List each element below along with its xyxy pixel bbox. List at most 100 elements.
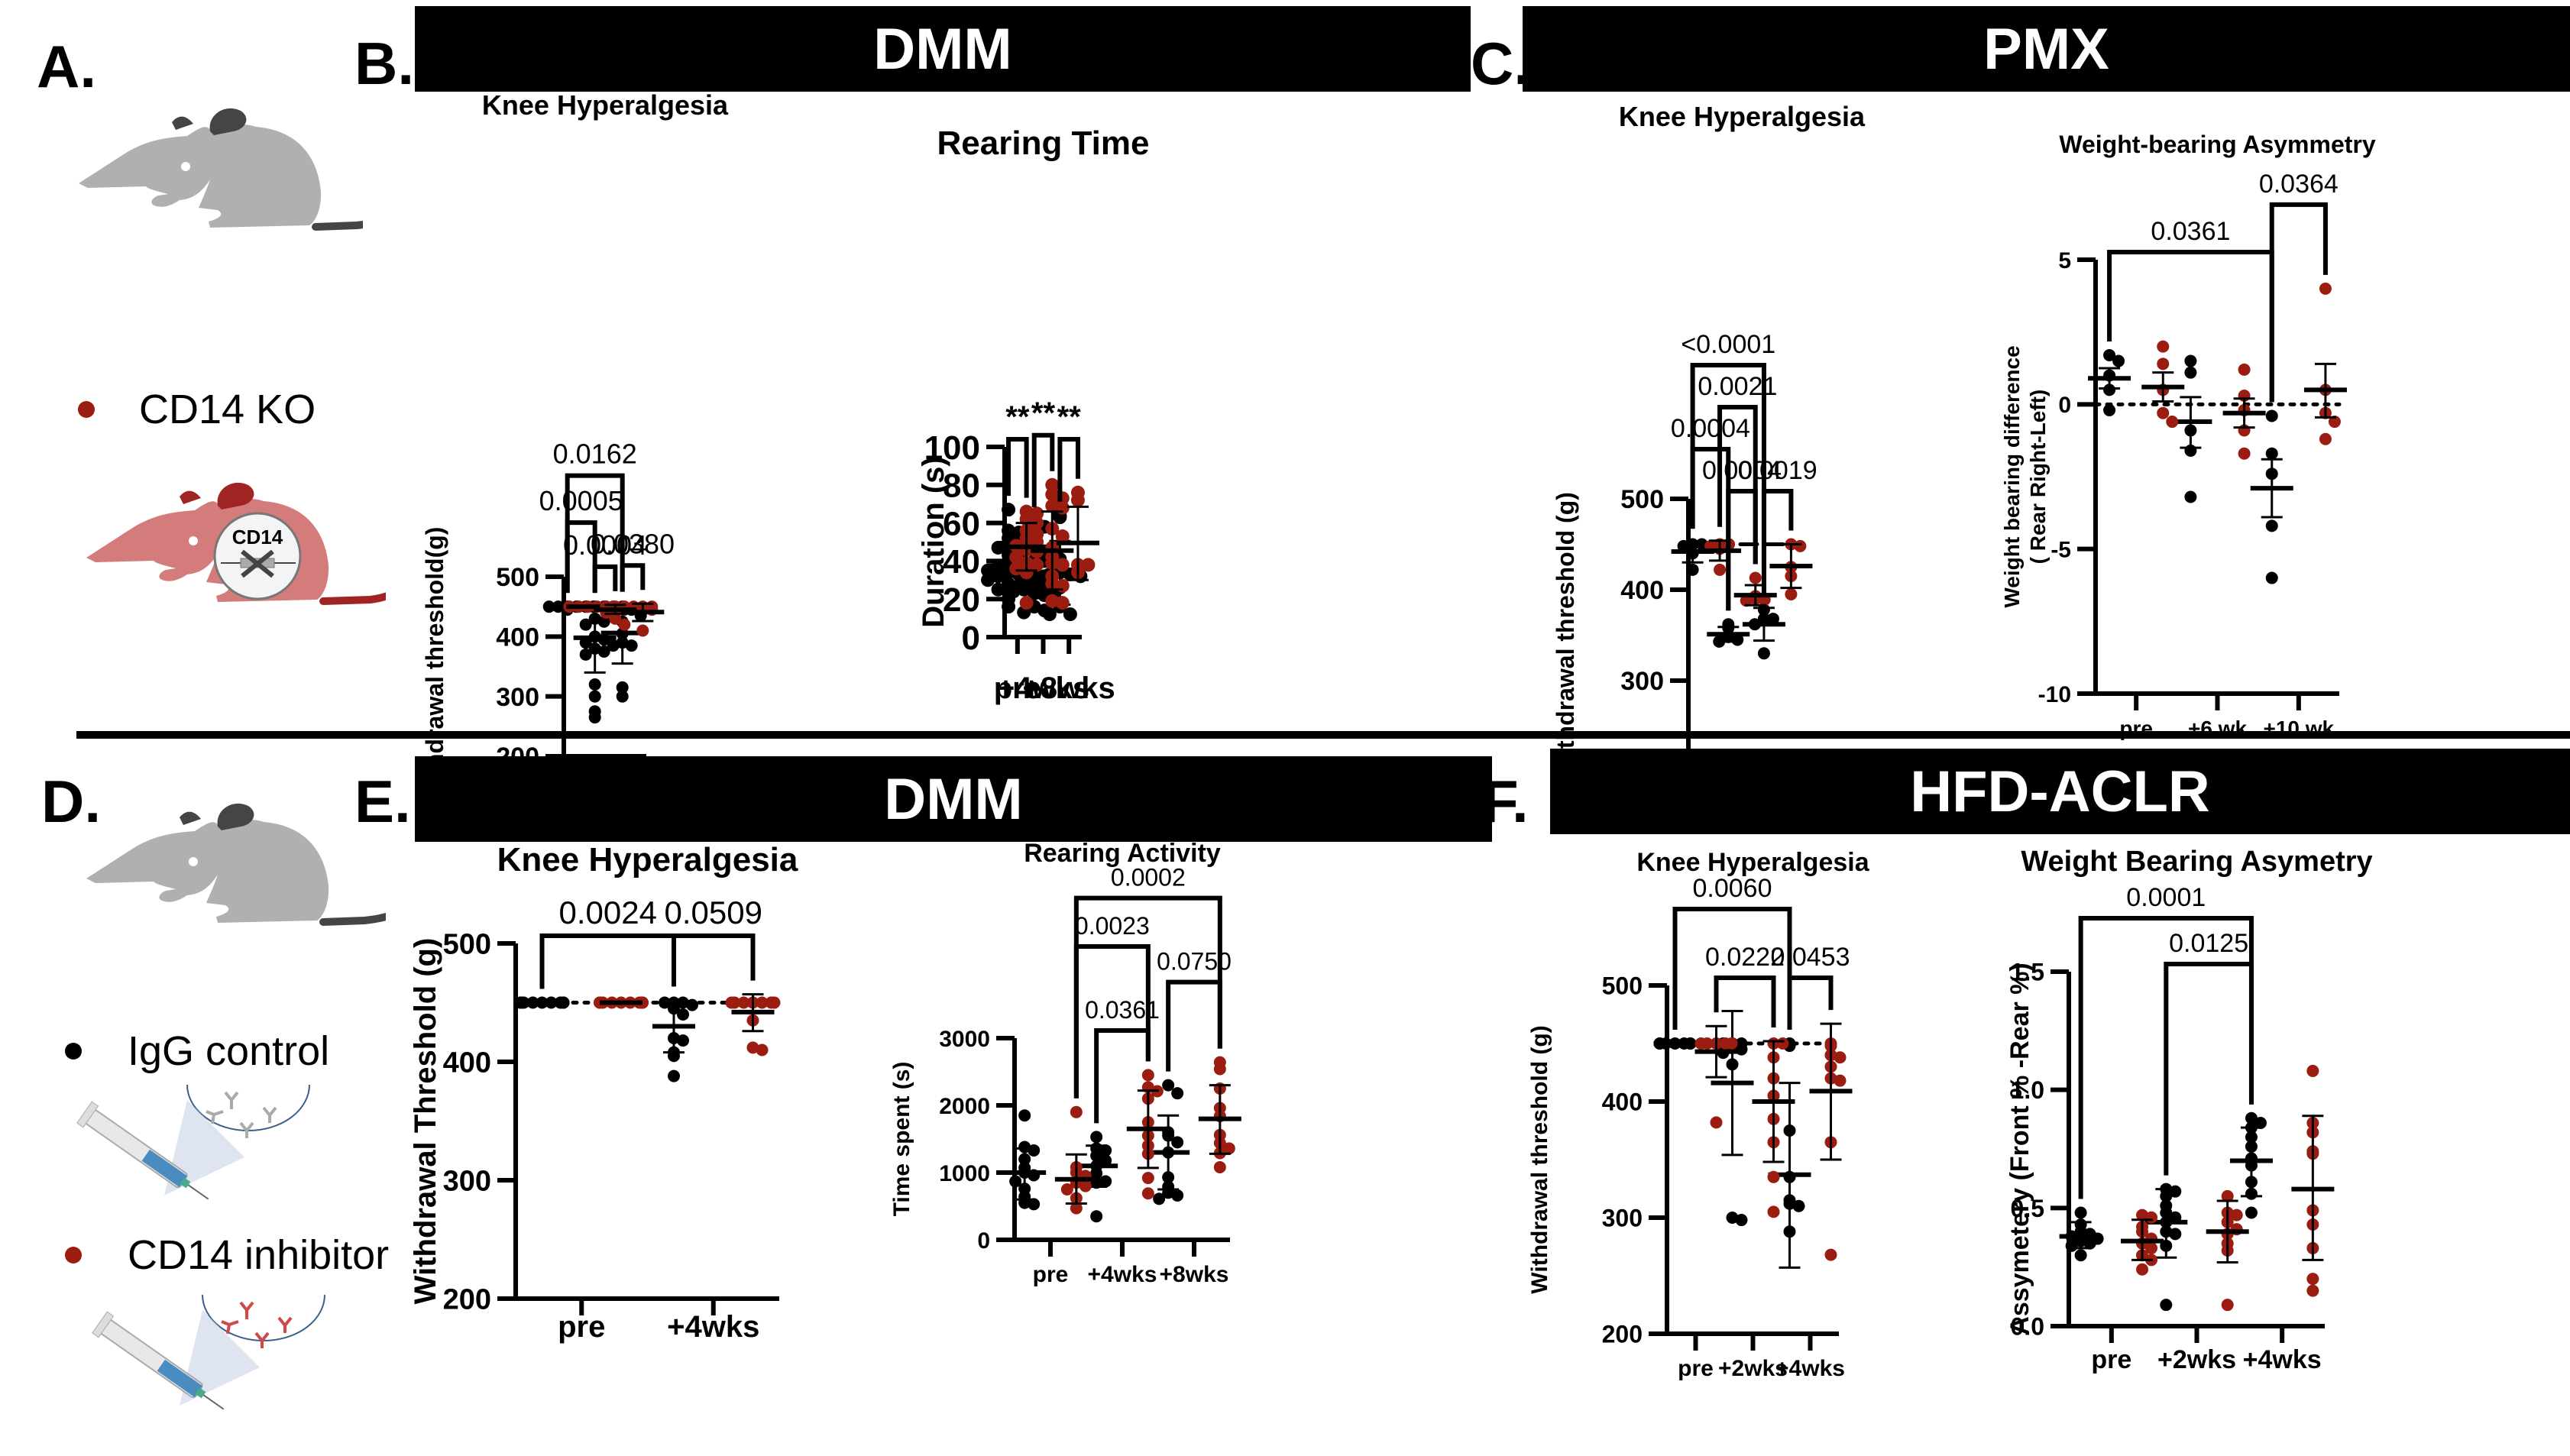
data-point xyxy=(2184,366,2197,379)
y-axis-label: Time spent (s) xyxy=(889,1062,914,1217)
data-point xyxy=(1045,499,1060,513)
x-tick-label: +6 wk xyxy=(2188,717,2247,740)
y-tick-label: 400 xyxy=(496,623,539,652)
syringe-igg-icon xyxy=(76,1084,310,1200)
data-point xyxy=(588,690,601,703)
data-point xyxy=(2254,1116,2267,1129)
data-point xyxy=(756,1043,769,1056)
data-point xyxy=(1045,594,1060,608)
y-tick-label: 200 xyxy=(443,1284,491,1316)
data-point xyxy=(2145,1211,2158,1224)
data-point xyxy=(1686,563,1699,576)
banner-dmm-top: DMM xyxy=(415,6,1471,92)
p-value-label: 0.0004 xyxy=(1702,456,1782,485)
y-tick-label: 0.5 xyxy=(2011,1195,2044,1222)
data-point xyxy=(1019,565,1034,580)
significance-bracket xyxy=(1031,432,1055,508)
chart-e-knee-hyperalgesia: Knee Hyperalgesia 200 300 400 500 pre +4wks Wit… xyxy=(409,841,798,1344)
data-point xyxy=(1070,1202,1083,1215)
data-point xyxy=(1792,1199,1805,1212)
y-tick-label: 500 xyxy=(496,563,539,592)
x-tick-label: +4wks xyxy=(667,1310,759,1344)
significance-bracket xyxy=(539,933,676,989)
data-point xyxy=(1834,1051,1847,1064)
data-point xyxy=(1834,1074,1847,1087)
data-point xyxy=(1079,1179,1092,1192)
data-point xyxy=(725,996,738,1009)
data-point xyxy=(625,639,638,652)
data-point xyxy=(1018,1141,1031,1153)
significance-bracket xyxy=(620,563,646,592)
x-tick-label: pre xyxy=(994,671,1041,705)
data-point xyxy=(2160,1299,2173,1312)
y-tick-label: 400 xyxy=(1620,576,1664,605)
p-value-label: 0.0002 xyxy=(1111,864,1186,891)
y-axis-label: Withdrawal threshold(g) xyxy=(421,527,448,807)
significance-bracket xyxy=(1006,437,1029,498)
significance-bracket xyxy=(592,564,618,594)
y-tick-label: 400 xyxy=(1602,1089,1643,1116)
data-point xyxy=(1213,1063,1226,1076)
data-point xyxy=(1767,1170,1780,1183)
data-point xyxy=(2184,354,2197,367)
data-point xyxy=(1070,493,1085,507)
p-value-label: ** xyxy=(1031,396,1056,430)
data-point xyxy=(609,612,622,625)
data-point xyxy=(2184,490,2197,503)
y-tick-label: 300 xyxy=(496,683,539,712)
p-value-label: <0.0001 xyxy=(1681,330,1775,359)
data-point xyxy=(579,618,592,631)
data-point xyxy=(2136,1208,2149,1221)
x-tick-label: +8wks xyxy=(1740,795,1814,823)
data-point xyxy=(2245,1111,2258,1124)
significance-bracket xyxy=(1166,979,1222,1072)
data-point xyxy=(1785,587,1798,600)
legend-item-igg-control: IgG control xyxy=(65,1027,329,1075)
data-point xyxy=(2306,1273,2319,1286)
data-point xyxy=(1141,1187,1154,1200)
data-point xyxy=(1222,1142,1235,1155)
p-value-label: 0.0361 xyxy=(2151,217,2230,246)
significance-bracket xyxy=(1717,405,1758,565)
p-value-label: 0.0222 xyxy=(1705,943,1785,972)
data-point xyxy=(1749,571,1762,584)
data-point xyxy=(1019,596,1034,610)
data-point xyxy=(2265,519,2278,532)
p-value-label: 0.0021 xyxy=(1698,372,1777,401)
data-point xyxy=(1099,1154,1112,1167)
chart-f-knee-hyperalgesia: Knee Hyperalgesia 200 300 400 500 pre +2wks+4w… xyxy=(1527,848,1870,1381)
data-point xyxy=(1028,1144,1041,1157)
data-point xyxy=(579,648,592,661)
y-tick-label: 1.5 xyxy=(2011,959,2044,986)
y-tick-label: 500 xyxy=(1602,972,1643,1000)
p-value-label: 0.0023 xyxy=(1075,912,1150,940)
data-point xyxy=(1767,1205,1780,1218)
data-point xyxy=(1171,1136,1184,1149)
data-point xyxy=(677,1034,689,1047)
data-point xyxy=(1030,558,1044,572)
y-tick-label: 500 xyxy=(443,929,491,961)
data-point xyxy=(2103,348,2116,361)
x-tick-label: +4wks xyxy=(1775,1356,1845,1381)
banner-hfd-aclr: HFD-ACLR xyxy=(1550,749,2570,834)
chart-title: Knee Hyperalgesia xyxy=(482,89,729,121)
data-point xyxy=(1099,1175,1112,1188)
data-point xyxy=(1070,1105,1083,1118)
data-point xyxy=(1153,1192,1166,1205)
significance-bracket xyxy=(1094,1028,1151,1124)
x-tick-label: +4wks xyxy=(2243,1345,2322,1374)
data-point xyxy=(2157,340,2170,353)
data-point xyxy=(588,711,601,724)
legend-dot-red xyxy=(78,401,95,418)
legend-item-cd14ko: CD14 KO xyxy=(78,386,316,433)
significance-bracket xyxy=(565,520,597,594)
y-tick-label: 1000 xyxy=(939,1161,990,1186)
banner-pmx: PMX xyxy=(1523,6,2570,92)
y-tick-label: 300 xyxy=(1602,1205,1643,1232)
data-point xyxy=(1009,561,1024,576)
x-tick-label: +2wks xyxy=(2157,1345,2236,1374)
mouse-icon xyxy=(86,803,386,926)
data-point xyxy=(1055,529,1070,544)
significance-bracket xyxy=(1714,976,1776,1027)
